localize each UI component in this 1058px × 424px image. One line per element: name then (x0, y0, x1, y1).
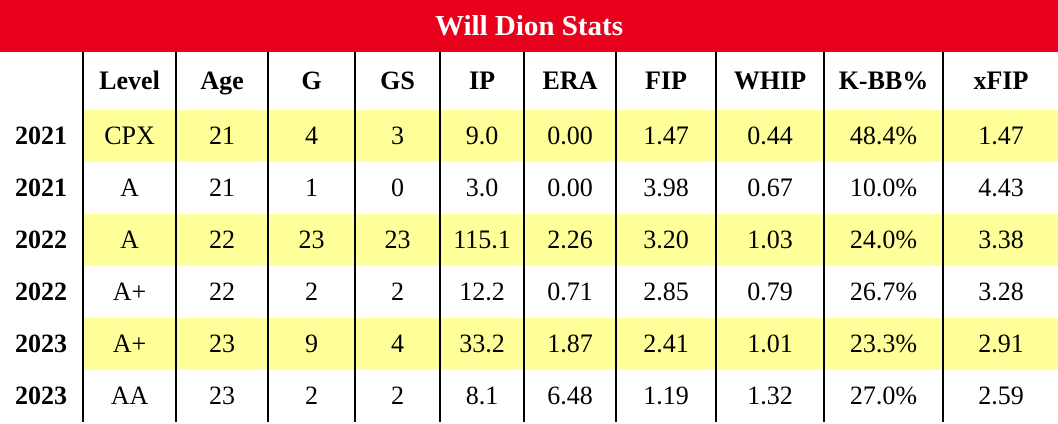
stats-grid: Level Age G GS IP ERA FIP WHIP K-BB% xFI… (0, 52, 1058, 422)
cell-k-bb-pct: 26.7% (823, 266, 943, 318)
table-title: Will Dion Stats (0, 0, 1058, 52)
cell-level: CPX (82, 110, 176, 162)
cell-ip: 9.0 (439, 110, 524, 162)
header-era: ERA (523, 52, 616, 110)
cell-xfip: 3.38 (942, 214, 1058, 266)
cell-year: 2021 (15, 173, 67, 202)
cell-year: 2021 (15, 121, 67, 150)
table-row: 2023 AA 23 2 2 8.1 6.48 1.19 1.32 27.0% 2.59 (0, 370, 1058, 422)
cell-era: 0.00 (523, 110, 616, 162)
cell-whip: 0.79 (715, 266, 824, 318)
cell-whip: 1.32 (715, 370, 824, 422)
cell-era: 6.48 (523, 370, 616, 422)
cell-gs: 3 (354, 110, 440, 162)
cell-g: 2 (267, 266, 355, 318)
cell-ip: 12.2 (439, 266, 524, 318)
cell-age: 21 (175, 162, 268, 214)
cell-gs: 0 (354, 162, 440, 214)
cell-fip: 1.47 (615, 110, 716, 162)
cell-k-bb-pct: 27.0% (823, 370, 943, 422)
cell-k-bb-pct: 10.0% (823, 162, 943, 214)
cell-fip: 2.85 (615, 266, 716, 318)
cell-age: 23 (175, 318, 268, 370)
cell-xfip: 2.91 (942, 318, 1058, 370)
cell-era: 0.00 (523, 162, 616, 214)
cell-k-bb-pct: 48.4% (823, 110, 943, 162)
cell-level: A+ (82, 318, 176, 370)
header-fip: FIP (615, 52, 716, 110)
header-level: Level (82, 52, 176, 110)
header-year (0, 52, 83, 110)
cell-gs: 23 (354, 214, 440, 266)
header-gs: GS (354, 52, 440, 110)
cell-xfip: 2.59 (942, 370, 1058, 422)
cell-era: 2.26 (523, 214, 616, 266)
cell-level: A+ (82, 266, 176, 318)
stats-body: 2021 CPX 21 4 3 9.0 0.00 1.47 0.44 48.4% 1.47 2021 A… (0, 110, 1058, 422)
cell-age: 22 (175, 214, 268, 266)
cell-g: 1 (267, 162, 355, 214)
header-row: Level Age G GS IP ERA FIP WHIP K-BB% xFI… (0, 52, 1058, 110)
cell-whip: 1.01 (715, 318, 824, 370)
cell-era: 0.71 (523, 266, 616, 318)
cell-g: 23 (267, 214, 355, 266)
header-k-bb-pct: K-BB% (823, 52, 943, 110)
header-ip: IP (439, 52, 524, 110)
cell-whip: 1.03 (715, 214, 824, 266)
cell-whip: 0.67 (715, 162, 824, 214)
cell-k-bb-pct: 24.0% (823, 214, 943, 266)
header-whip: WHIP (715, 52, 824, 110)
cell-gs: 2 (354, 266, 440, 318)
header-g: G (267, 52, 355, 110)
table-row: 2022 A+ 22 2 2 12.2 0.71 2.85 0.79 26.7% 3.28 (0, 266, 1058, 318)
cell-age: 23 (175, 370, 268, 422)
cell-ip: 115.1 (439, 214, 524, 266)
cell-g: 2 (267, 370, 355, 422)
cell-ip: 3.0 (439, 162, 524, 214)
cell-fip: 1.19 (615, 370, 716, 422)
table-row: 2021 CPX 21 4 3 9.0 0.00 1.47 0.44 48.4% 1.47 (0, 110, 1058, 162)
cell-gs: 4 (354, 318, 440, 370)
cell-xfip: 3.28 (942, 266, 1058, 318)
cell-era: 1.87 (523, 318, 616, 370)
cell-fip: 3.20 (615, 214, 716, 266)
cell-age: 21 (175, 110, 268, 162)
cell-xfip: 4.43 (942, 162, 1058, 214)
cell-k-bb-pct: 23.3% (823, 318, 943, 370)
cell-whip: 0.44 (715, 110, 824, 162)
cell-level: A (82, 214, 176, 266)
cell-gs: 2 (354, 370, 440, 422)
cell-fip: 2.41 (615, 318, 716, 370)
cell-g: 4 (267, 110, 355, 162)
cell-ip: 8.1 (439, 370, 524, 422)
table-row: 2023 A+ 23 9 4 33.2 1.87 2.41 1.01 23.3% 2.91 (0, 318, 1058, 370)
cell-level: A (82, 162, 176, 214)
table-row: 2022 A 22 23 23 115.1 2.26 3.20 1.03 24.0% 3.38 (0, 214, 1058, 266)
cell-year: 2022 (15, 277, 67, 306)
header-age: Age (175, 52, 268, 110)
cell-xfip: 1.47 (942, 110, 1058, 162)
cell-level: AA (82, 370, 176, 422)
cell-age: 22 (175, 266, 268, 318)
cell-fip: 3.98 (615, 162, 716, 214)
cell-ip: 33.2 (439, 318, 524, 370)
cell-year: 2023 (15, 381, 67, 410)
table-row: 2021 A 21 1 0 3.0 0.00 3.98 0.67 10.0% 4.43 (0, 162, 1058, 214)
cell-g: 9 (267, 318, 355, 370)
cell-year: 2022 (15, 225, 67, 254)
header-xfip: xFIP (942, 52, 1058, 110)
cell-year: 2023 (15, 329, 67, 358)
